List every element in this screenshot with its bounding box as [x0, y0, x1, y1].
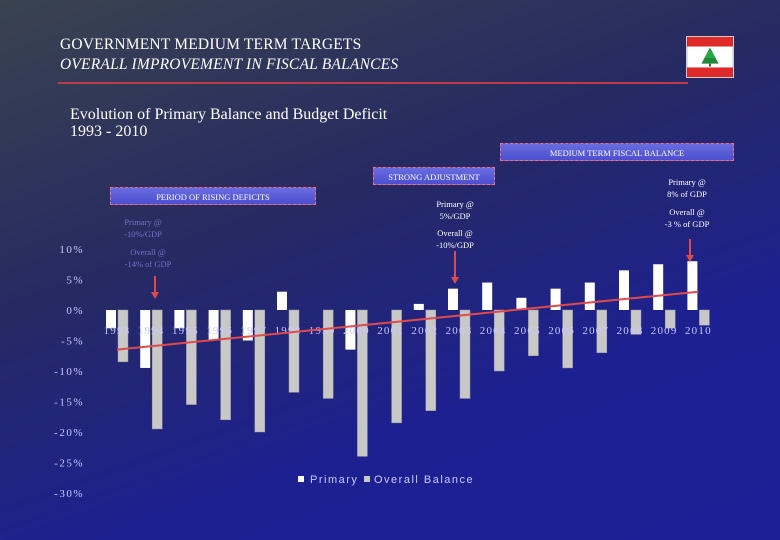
overall-balance-bar	[664, 309, 676, 329]
overall-balance-bar	[562, 309, 573, 369]
late-overall-label: Overall @	[669, 207, 705, 217]
overall-balance-bar	[699, 309, 710, 326]
page-title: GOVERNMENT MEDIUM TERM TARGETS	[60, 36, 362, 53]
y-tick-label: 0%	[66, 305, 84, 317]
primary-bar	[174, 310, 185, 329]
strong-adjustment-banner: STRONG ADJUSTMENT	[373, 167, 495, 185]
trend-line	[116, 290, 699, 351]
mid-primary-value: 5%/GDP	[439, 211, 471, 221]
overall-balance-bar	[357, 309, 368, 457]
early-overall-label: Overall @	[130, 247, 166, 257]
x-tick-label: 2005	[514, 325, 541, 337]
primary-bar	[619, 270, 629, 310]
header-divider	[58, 82, 688, 84]
x-tick-label: 2000	[343, 325, 370, 337]
late-overall-value: -3 % of GDP	[664, 219, 710, 229]
y-tick-label: 10%	[59, 244, 84, 256]
primary-bar	[242, 310, 253, 341]
overall-balance-bar	[322, 309, 334, 399]
chart-heading-line2: 1993 - 2010	[70, 123, 148, 140]
late-overall-annotation: Overall @ -3 % of GDP	[648, 206, 726, 230]
overall-balance-bar	[254, 309, 266, 433]
early-primary-annotation: Primary @ -10%/GDP	[112, 216, 174, 240]
primary-bar	[653, 264, 664, 310]
x-tick-label: 1993	[104, 325, 131, 337]
overall-balance-bar	[391, 309, 402, 424]
x-tick-label: 1994	[138, 325, 165, 337]
arrow-mid-icon-head	[451, 277, 459, 284]
primary-bar	[516, 297, 527, 310]
y-tick-label: -15%	[54, 397, 84, 409]
overall-balance-bar	[459, 309, 471, 399]
x-tick-label: 2006	[548, 325, 575, 337]
y-tick-label: -25%	[54, 458, 84, 470]
lebanon-flag-icon	[686, 36, 734, 78]
primary-bar	[208, 310, 219, 341]
y-tick-label: -5%	[61, 336, 84, 348]
primary-bar	[413, 303, 424, 310]
overall-balance-bar	[117, 309, 129, 363]
mid-overall-label: Overall @	[437, 228, 473, 238]
legend-label-overall: Overall Balance	[374, 474, 474, 486]
overall-balance-bar	[528, 309, 539, 356]
y-tick-label: 5%	[66, 275, 84, 287]
overall-balance-bar	[151, 309, 163, 430]
x-tick-label: 2003	[446, 325, 473, 337]
x-tick-label: 2010	[685, 325, 712, 337]
late-primary-value: 8% of GDP	[667, 189, 707, 199]
late-primary-annotation: Primary @ 8% of GDP	[648, 176, 726, 200]
chart-heading-line1: Evolution of Primary Balance and Budget …	[70, 106, 388, 123]
overall-balance-bar	[630, 309, 642, 335]
mid-primary-label: Primary @	[436, 199, 474, 209]
overall-balance-bar	[596, 309, 608, 353]
early-overall-annotation: Overall @ -14% of GDP	[112, 246, 184, 270]
primary-bar	[106, 310, 116, 329]
primary-bar	[482, 282, 493, 310]
arrow-early-icon-head	[151, 292, 159, 299]
x-tick-label: 2004	[480, 325, 507, 337]
x-tick-label: 2008	[617, 325, 644, 337]
y-tick-label: -20%	[54, 427, 84, 439]
legend-label-primary: Primary	[310, 474, 358, 486]
primary-bar	[584, 282, 595, 310]
x-tick-label: 1996	[206, 325, 233, 337]
x-tick-label: 2007	[582, 325, 609, 337]
overall-balance-bar	[425, 309, 437, 411]
y-tick-label: -30%	[54, 488, 84, 500]
early-primary-value: -10%/GDP	[124, 229, 162, 239]
early-primary-label: Primary @	[124, 217, 162, 227]
mid-primary-annotation: Primary @ 5%/GDP	[418, 198, 492, 222]
overall-balance-bar	[186, 309, 197, 405]
primary-bar	[687, 261, 698, 310]
mid-overall-annotation: Overall @ -10%/GDP	[418, 227, 492, 251]
x-tick-label: 1997	[240, 325, 267, 337]
legend-swatch-overall	[364, 476, 370, 482]
x-tick-label: 2009	[651, 325, 678, 337]
medium-term-fiscal-balance-banner: MEDIUM TERM FISCAL BALANCE	[500, 143, 734, 161]
primary-bar	[550, 288, 561, 310]
legend-swatch-primary	[298, 476, 304, 482]
overall-balance-bar	[288, 309, 300, 393]
early-overall-value: -14% of GDP	[124, 259, 172, 269]
mid-overall-value: -10%/GDP	[436, 240, 474, 250]
primary-bar	[277, 291, 287, 310]
x-tick-label: 2002	[411, 325, 438, 337]
arrow-late-icon-head	[686, 255, 694, 262]
rising-deficits-banner: PERIOD OF RISING DEFICITS	[110, 187, 316, 205]
overall-balance-bar	[493, 309, 505, 372]
y-tick-label: -10%	[54, 366, 84, 378]
overall-balance-bar	[220, 309, 231, 421]
page-subtitle: OVERALL IMPROVEMENT IN FISCAL BALANCES	[60, 56, 399, 73]
primary-bar	[448, 288, 458, 310]
primary-bar	[345, 310, 356, 350]
late-primary-label: Primary @	[668, 177, 706, 187]
x-tick-label: 2001	[377, 325, 404, 337]
x-tick-label: 1995	[172, 325, 199, 337]
primary-bar	[140, 310, 151, 368]
